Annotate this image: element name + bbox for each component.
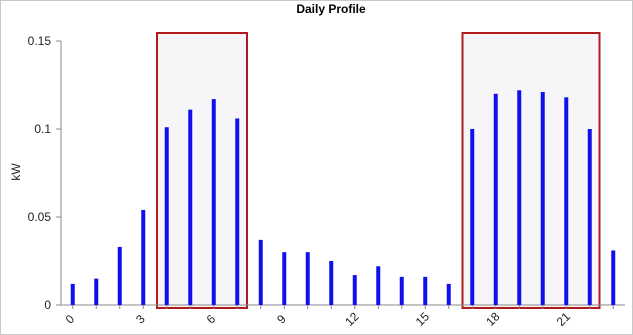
y-tick-label: 0: [44, 298, 51, 312]
y-ticks: 0 0.05 0.1 0.15: [28, 34, 61, 312]
bar-hour-13: [376, 266, 381, 305]
x-tick-label: 18: [483, 309, 503, 329]
x-tick-label: 15: [413, 309, 433, 329]
bar-hour-21: [564, 97, 569, 305]
y-tick-label: 0.1: [34, 122, 51, 136]
x-tick-label: 6: [204, 312, 219, 327]
bar-hour-12: [352, 275, 357, 305]
bar-hour-22: [587, 129, 592, 305]
bar-hour-20: [540, 92, 545, 305]
bar-hour-4: [164, 127, 169, 306]
chart-title: Daily Profile: [296, 2, 366, 16]
bar-hour-18: [493, 93, 498, 305]
bar-hour-16: [446, 283, 451, 305]
y-tick-label: 0.15: [28, 34, 52, 48]
highlight-regions: [156, 32, 601, 309]
bar-hour-6: [211, 99, 216, 305]
bar-hour-8: [258, 239, 263, 305]
bar-hour-19: [517, 90, 522, 305]
bars: [70, 90, 616, 306]
bar-hour-23: [611, 250, 616, 305]
bar-hour-10: [305, 252, 310, 305]
bar-hour-17: [470, 129, 475, 305]
bar-hour-9: [282, 252, 287, 305]
highlight-region-1: [156, 32, 248, 309]
x-tick-label: 12: [342, 309, 362, 329]
bar-hour-2: [117, 246, 122, 305]
bar-hour-0: [70, 283, 75, 305]
x-tick-label: 21: [554, 309, 574, 329]
x-tick-label: 3: [133, 312, 148, 327]
x-tick-label: 9: [274, 312, 289, 327]
bar-hour-5: [188, 109, 193, 305]
bar-hour-11: [329, 261, 334, 305]
axes: [60, 41, 625, 306]
bar-hour-7: [235, 118, 240, 305]
highlight-region-2: [461, 32, 601, 309]
bar-hour-15: [423, 276, 428, 305]
bar-hour-3: [141, 209, 146, 305]
bar-hour-1: [94, 278, 99, 305]
y-axis-label: kW: [9, 163, 23, 181]
bar-hour-14: [399, 276, 404, 305]
y-tick-label: 0.05: [28, 210, 52, 224]
x-tick-label: 0: [63, 312, 78, 327]
